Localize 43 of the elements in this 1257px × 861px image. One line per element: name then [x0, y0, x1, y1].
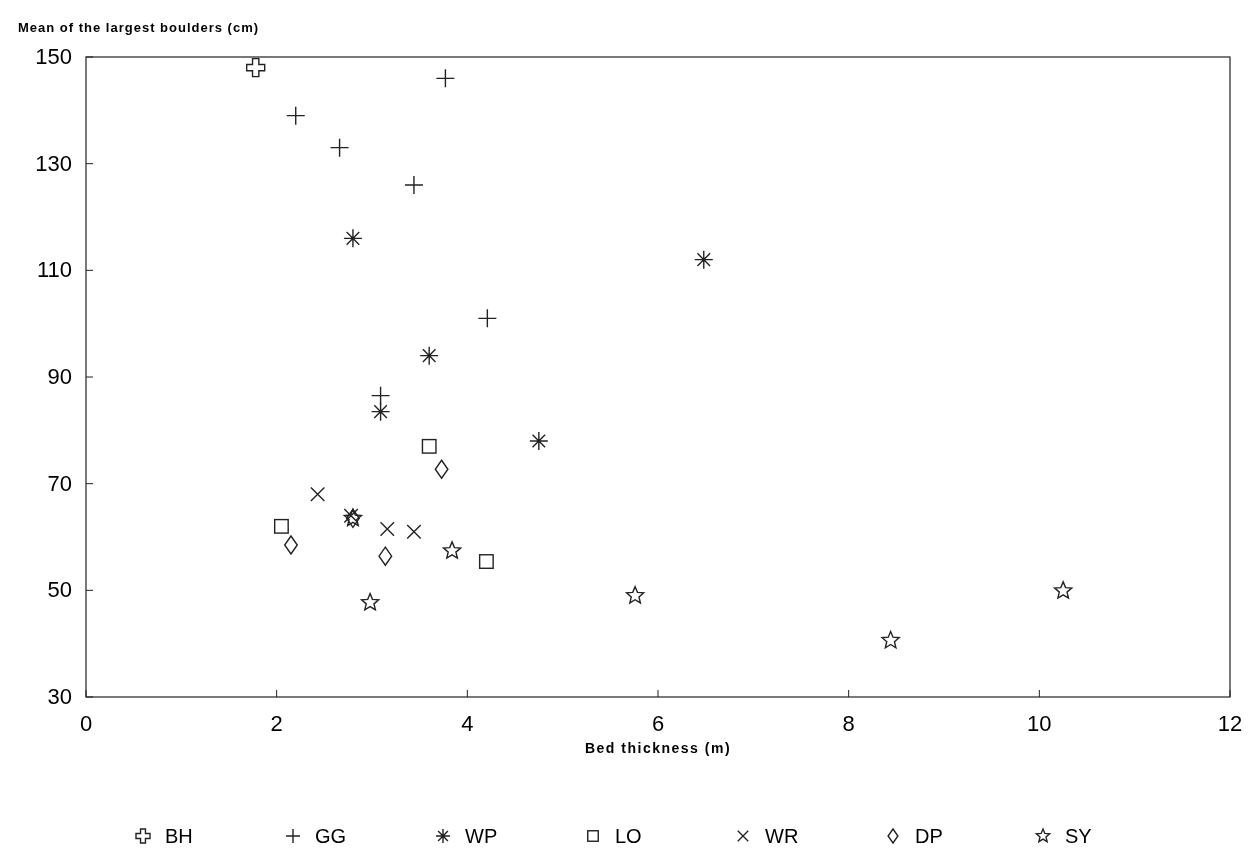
x-tick-label: 0 — [79, 711, 93, 736]
point — [273, 518, 289, 534]
x-axis-title: Bed thickness (m) — [584, 740, 732, 756]
point — [442, 541, 462, 559]
x-tick-label: 4 — [461, 711, 474, 736]
legend-label: GG — [315, 825, 347, 847]
legend-label: WR — [765, 825, 799, 847]
y-tick-label: 90 — [47, 364, 72, 389]
point — [421, 438, 437, 454]
y-axis-title: Mean of the largest boulders (cm) — [18, 20, 260, 35]
point — [881, 630, 900, 649]
y-tick-label: 150 — [35, 44, 72, 69]
legend-label: WP — [465, 825, 498, 847]
y-tick-label: 50 — [47, 577, 72, 603]
point — [245, 57, 266, 78]
legend-label: BH — [165, 825, 193, 847]
y-tick-label: 130 — [35, 150, 72, 176]
point — [1053, 581, 1073, 599]
point — [283, 535, 298, 555]
x-tick-label: 6 — [651, 711, 665, 736]
point — [434, 459, 449, 479]
point — [378, 546, 393, 566]
x-tick-label: 12 — [1217, 711, 1243, 736]
point — [360, 592, 380, 611]
legend-label: SY — [1065, 825, 1092, 847]
point — [694, 249, 714, 270]
point — [379, 521, 395, 537]
point — [529, 431, 549, 451]
x-tick-label: 2 — [270, 711, 283, 736]
point — [310, 486, 326, 502]
point — [478, 554, 494, 569]
point — [370, 401, 391, 422]
x-tick-label: 8 — [842, 711, 855, 736]
point — [343, 228, 363, 249]
y-tick-label: 30 — [47, 684, 72, 709]
point — [625, 585, 645, 604]
legend-label: LO — [615, 825, 642, 847]
point — [406, 524, 422, 540]
point — [419, 345, 439, 366]
y-tick-label: 110 — [36, 257, 72, 283]
x-tick-label: 10 — [1027, 711, 1052, 736]
y-tick-label: 70 — [47, 470, 72, 496]
legend-label: DP — [915, 825, 943, 847]
